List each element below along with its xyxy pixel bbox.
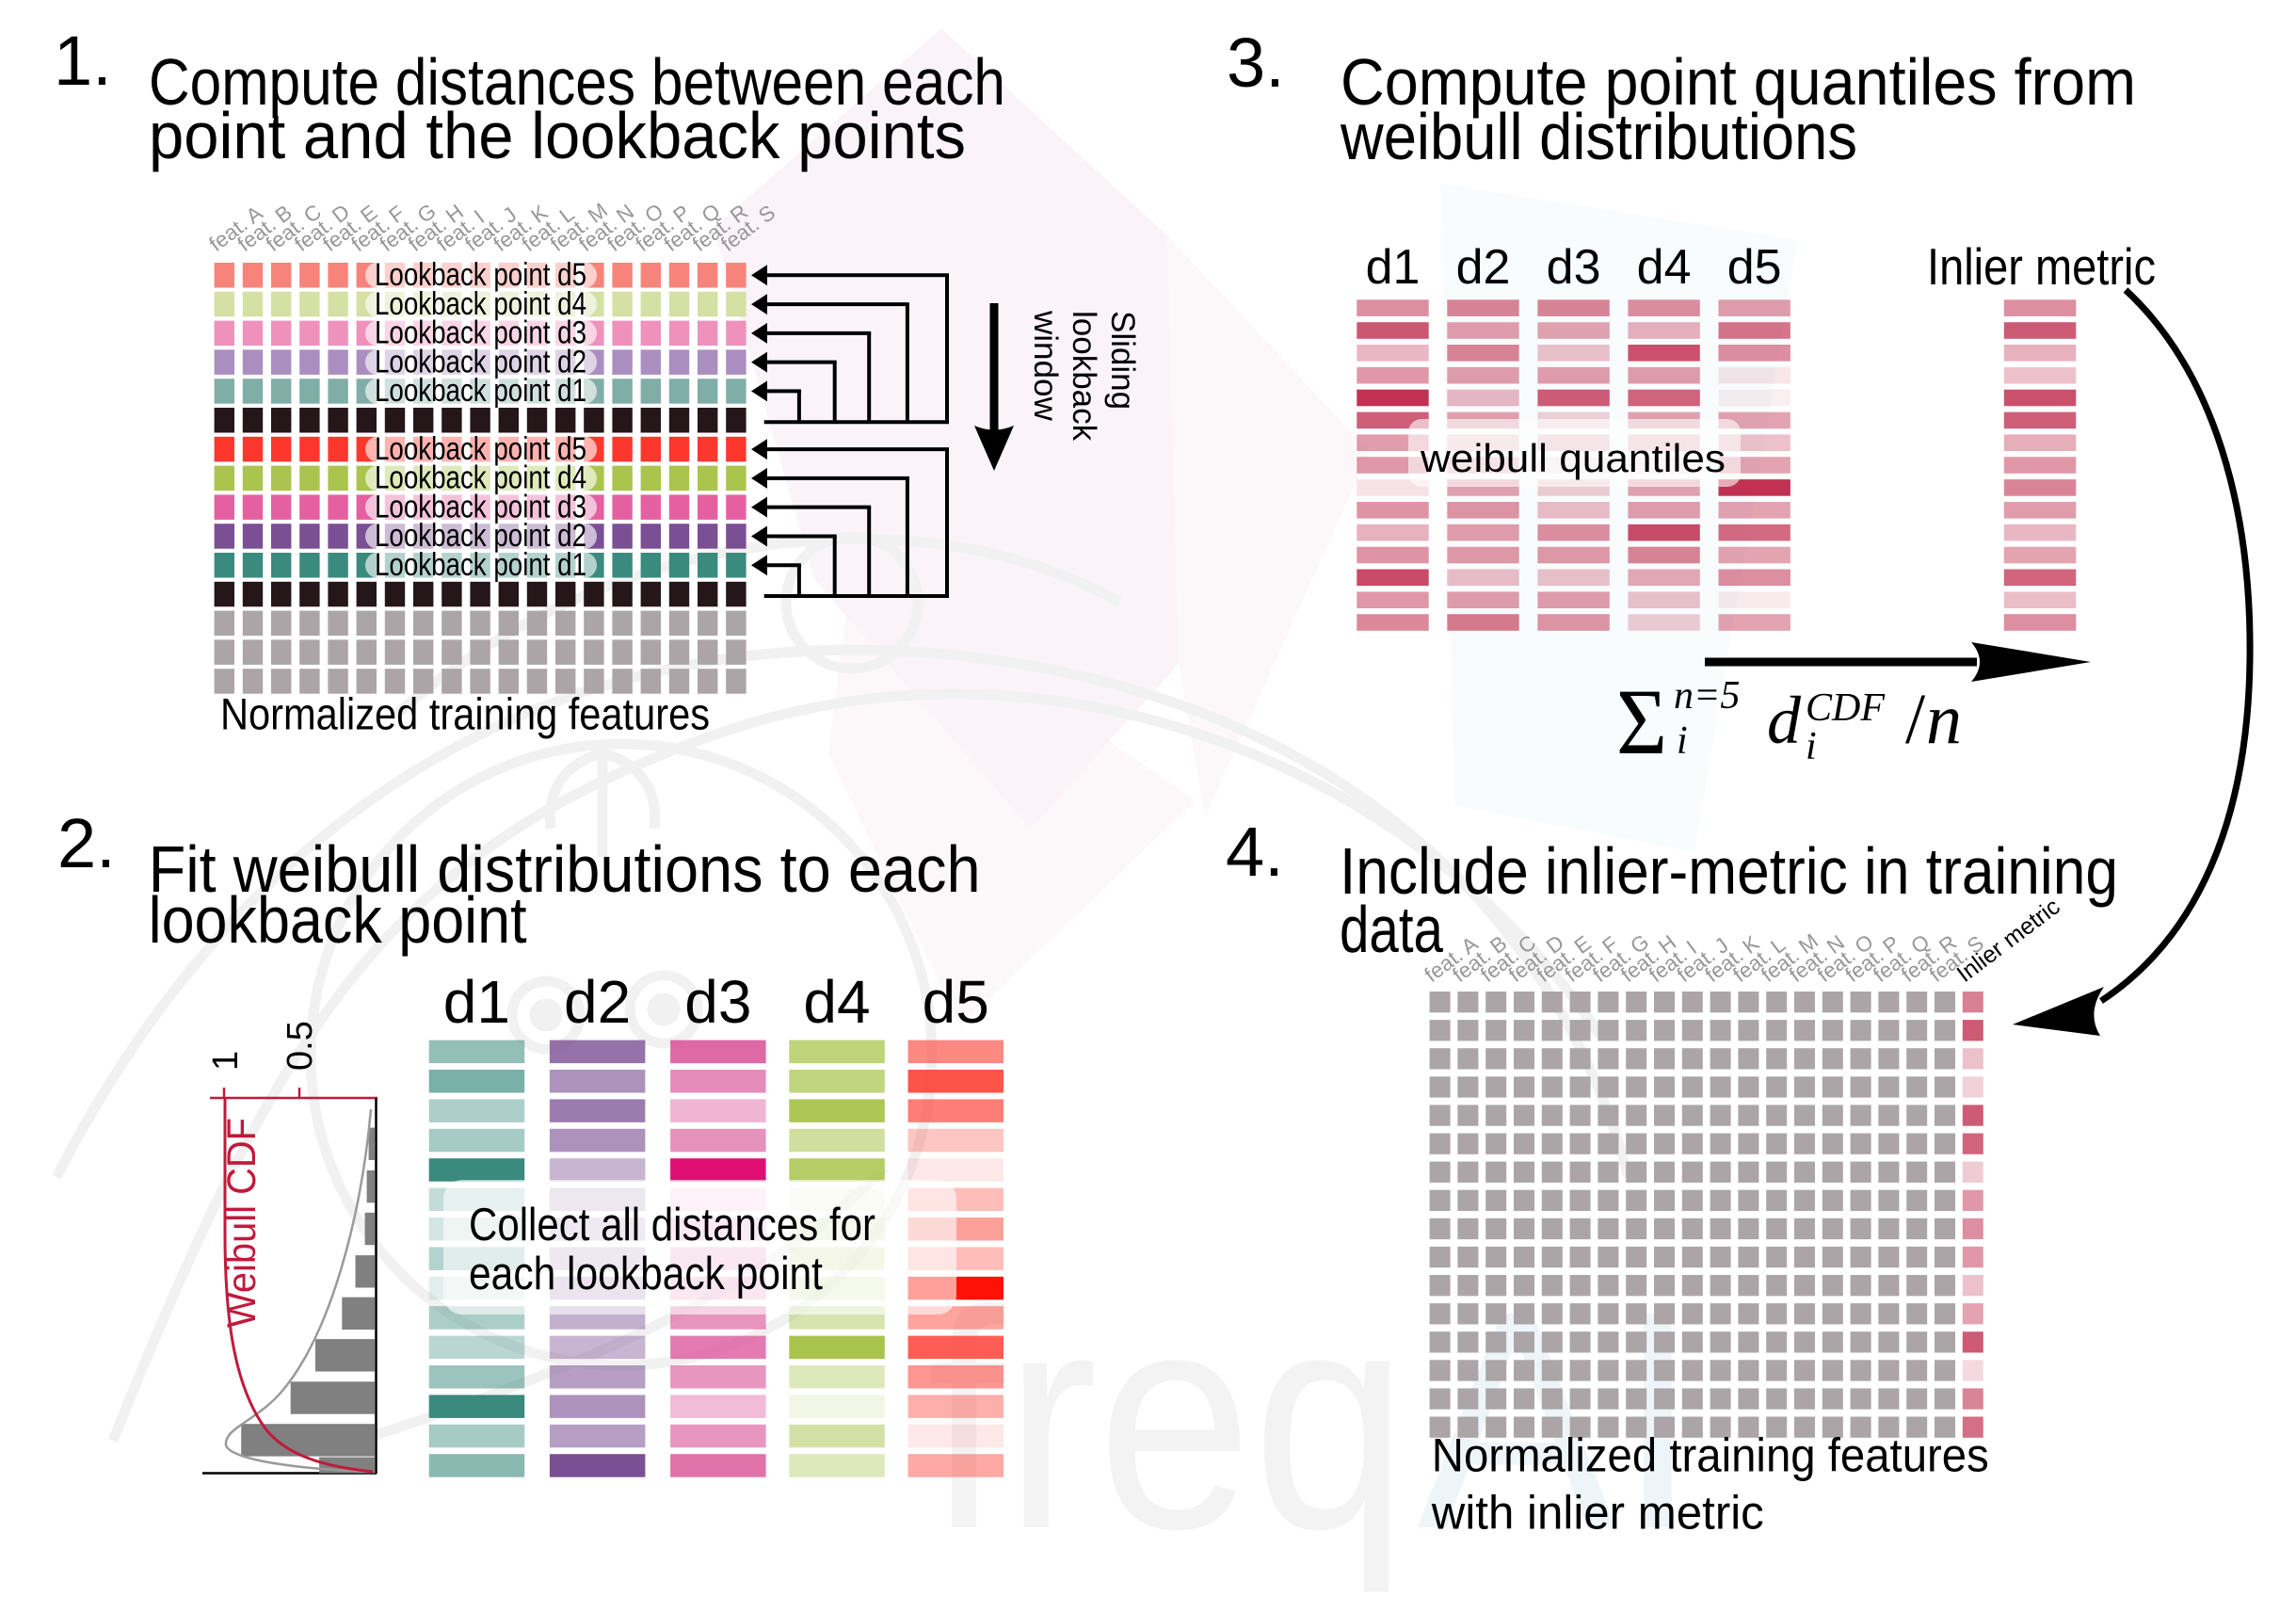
svg-text:d1: d1 xyxy=(1366,240,1421,295)
svg-text:Lookback point d4: Lookback point d4 xyxy=(375,286,586,322)
svg-text:Lookback point d1: Lookback point d1 xyxy=(375,373,586,409)
svg-text:n=5: n=5 xyxy=(1674,674,1740,718)
svg-text:window: window xyxy=(1027,310,1064,421)
svg-text:d2: d2 xyxy=(564,968,631,1036)
svg-text:CDF: CDF xyxy=(1806,686,1885,730)
svg-text:d2: d2 xyxy=(1456,240,1511,295)
svg-text:Lookback point d3: Lookback point d3 xyxy=(375,315,586,351)
svg-text:Inlier metric: Inlier metric xyxy=(1927,237,2156,296)
svg-text:d: d xyxy=(1767,683,1802,758)
svg-text:d3: d3 xyxy=(684,968,751,1036)
svg-text:Sliding: Sliding xyxy=(1104,311,1141,410)
svg-text:d4: d4 xyxy=(803,968,870,1036)
svg-text:4.: 4. xyxy=(1226,813,1284,891)
svg-text:lookback point: lookback point xyxy=(149,883,527,957)
svg-text:weibull distributions: weibull distributions xyxy=(1340,100,1857,173)
svg-text:data: data xyxy=(1340,893,1443,966)
svg-text:weibull quantiles: weibull quantiles xyxy=(1420,436,1726,480)
svg-text:3.: 3. xyxy=(1227,24,1285,102)
svg-text:2.: 2. xyxy=(57,804,116,882)
svg-text:Fit weibull distributions to e: Fit weibull distributions to each xyxy=(149,832,981,906)
svg-text:Lookback point d2: Lookback point d2 xyxy=(375,518,586,554)
svg-text:d5: d5 xyxy=(923,968,989,1036)
svg-text:d1: d1 xyxy=(443,968,510,1036)
svg-text:Lookback point d5: Lookback point d5 xyxy=(375,431,586,467)
svg-text:each lookback point: each lookback point xyxy=(469,1249,823,1299)
svg-text:Compute point quantiles from: Compute point quantiles from xyxy=(1341,45,2136,119)
svg-text:1: 1 xyxy=(206,1051,246,1071)
svg-text:Lookback point d2: Lookback point d2 xyxy=(375,344,586,379)
svg-text:Σ: Σ xyxy=(1616,669,1667,774)
svg-text:/: / xyxy=(1905,680,1926,759)
svg-text:Normalized training features: Normalized training features xyxy=(1432,1428,1989,1481)
svg-text:Lookback point d3: Lookback point d3 xyxy=(375,489,586,524)
svg-text:i: i xyxy=(1806,725,1817,768)
svg-text:lookback: lookback xyxy=(1066,311,1102,442)
svg-text:d4: d4 xyxy=(1637,240,1692,295)
svg-text:point and the lookback points: point and the lookback points xyxy=(149,99,966,172)
svg-text:freq: freq xyxy=(927,1246,1407,1595)
svg-text:Include inlier-metric in train: Include inlier-metric in training xyxy=(1340,834,2118,908)
svg-text:d5: d5 xyxy=(1727,240,1782,295)
svg-text:Compute distances between each: Compute distances between each xyxy=(149,45,1005,119)
svg-text:Collect all distances for: Collect all distances for xyxy=(469,1200,875,1250)
svg-text:with inlier metric: with inlier metric xyxy=(1431,1487,1764,1540)
svg-text:d3: d3 xyxy=(1547,240,1601,295)
svg-text:i: i xyxy=(1677,719,1688,763)
svg-text:0.5: 0.5 xyxy=(281,1021,320,1071)
svg-text:Normalized training features: Normalized training features xyxy=(220,689,710,739)
svg-text:Weibull CDF: Weibull CDF xyxy=(219,1118,265,1328)
svg-text:Lookback point d1: Lookback point d1 xyxy=(375,547,586,583)
svg-text:Lookback point d4: Lookback point d4 xyxy=(375,460,586,496)
svg-text:Lookback point d5: Lookback point d5 xyxy=(375,257,586,293)
svg-text:1.: 1. xyxy=(54,22,112,100)
svg-text:n: n xyxy=(1926,680,1962,759)
